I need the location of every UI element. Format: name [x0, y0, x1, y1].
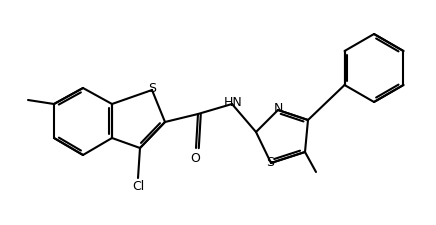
- Text: O: O: [190, 152, 200, 165]
- Text: S: S: [148, 83, 156, 95]
- Text: Cl: Cl: [132, 180, 144, 193]
- Text: N: N: [273, 103, 283, 115]
- Text: HN: HN: [224, 97, 242, 110]
- Text: S: S: [266, 157, 274, 169]
